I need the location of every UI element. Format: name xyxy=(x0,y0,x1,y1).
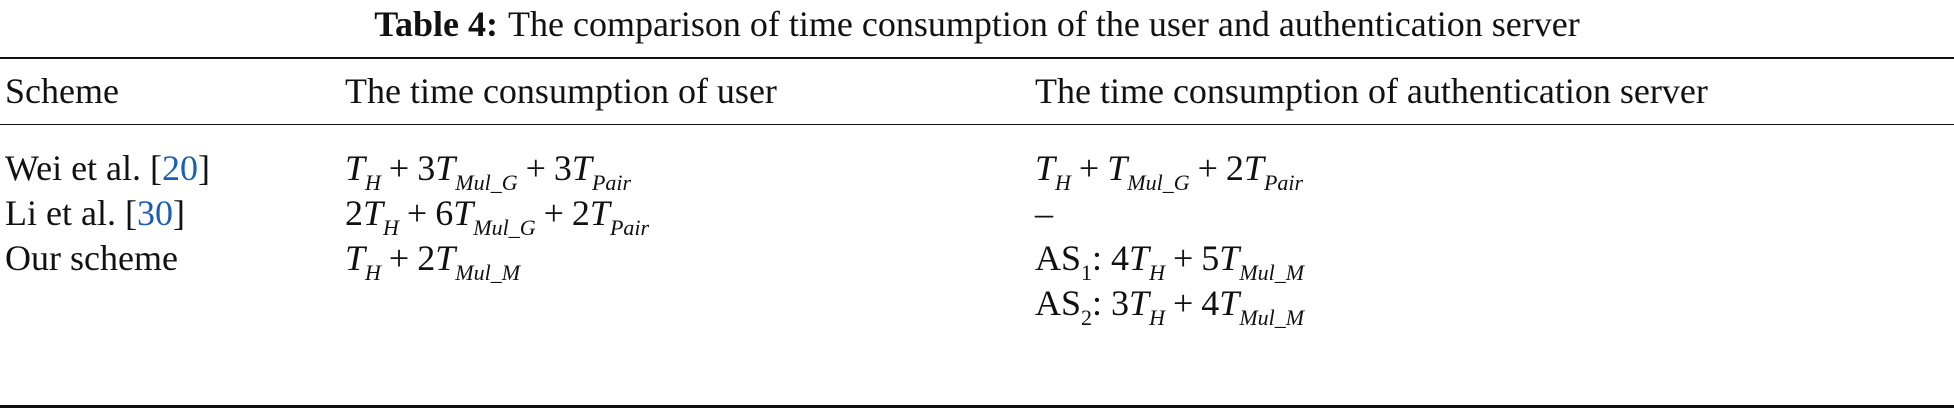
cell-server-time: AS1: 4TH +5TMul_M xyxy=(1035,235,1304,286)
header-scheme: Scheme xyxy=(5,71,119,111)
coefficient: 5 xyxy=(1201,238,1220,278)
coefficient: – xyxy=(1035,193,1053,233)
subscript: Mul_M xyxy=(1239,305,1305,330)
variable: T xyxy=(345,238,366,278)
variable: T xyxy=(1035,148,1056,188)
operator: + xyxy=(1172,238,1194,278)
subscript: Pair xyxy=(609,215,650,240)
variable: T xyxy=(363,193,384,233)
table-row: Wei et al. [20] TH +3TMul_G +3TPair TH + TMul_… xyxy=(0,145,1954,195)
subscript: H xyxy=(1149,260,1165,285)
variable: T xyxy=(1129,283,1150,323)
subscript: H xyxy=(383,215,399,240)
coefficient: : 3 xyxy=(1092,283,1130,323)
subscript: H xyxy=(1149,305,1165,330)
bracket: ] xyxy=(198,148,211,188)
subscript: Pair xyxy=(1263,170,1304,195)
coefficient: 4 xyxy=(1201,283,1220,323)
variable: T xyxy=(345,148,366,188)
bracket: ] xyxy=(172,193,185,233)
operator: + xyxy=(543,193,564,233)
header-row: Scheme The time consumption of user The … xyxy=(0,68,1954,114)
cell-user-time: TH +3TMul_G +3TPair xyxy=(345,145,631,196)
subscript: Mul_G xyxy=(473,215,536,240)
scheme-name: Wei et al. [ xyxy=(5,148,163,188)
subscript: 2 xyxy=(1081,305,1093,330)
cell-server-time: TH + TMul_G +2TPair xyxy=(1035,145,1303,196)
variable: T xyxy=(571,148,592,188)
top-rule xyxy=(0,57,1954,59)
coefficient: 3 xyxy=(417,148,436,188)
scheme-name: Our scheme xyxy=(5,238,178,278)
variable: T xyxy=(1129,238,1150,278)
operator: + xyxy=(1197,148,1218,188)
variable: T xyxy=(453,193,474,233)
table-row: Li et al. [30] 2TH +6TMul_G +2TPair – xyxy=(0,190,1954,240)
reference-link[interactable]: 30 xyxy=(136,193,173,233)
subscript: H xyxy=(365,170,381,195)
coefficient: 6 xyxy=(435,193,454,233)
variable: T xyxy=(1107,148,1128,188)
caption-label: Table 4: xyxy=(374,4,498,44)
bottom-rule xyxy=(0,405,1954,408)
caption-text: The comparison of time consumption of th… xyxy=(508,4,1580,44)
cell-scheme: Wei et al. [20] xyxy=(5,145,210,191)
operator: + xyxy=(388,148,410,188)
header-rule xyxy=(0,124,1954,125)
subscript: H xyxy=(365,260,381,285)
cell-scheme: Our scheme xyxy=(5,235,178,281)
coefficient: 2 xyxy=(417,238,436,278)
operator: + xyxy=(525,148,546,188)
table-row: AS2: 3TH +4TMul_M xyxy=(0,280,1954,330)
subscript: 1 xyxy=(1081,260,1093,285)
cell-scheme: Li et al. [30] xyxy=(5,190,185,236)
subscript: Pair xyxy=(591,170,632,195)
variable: T xyxy=(589,193,610,233)
operator: + xyxy=(406,193,428,233)
reference-link[interactable]: 20 xyxy=(162,148,199,188)
operator: + xyxy=(1172,283,1194,323)
cell-user-time: TH +2TMul_M xyxy=(345,235,520,286)
variable: T xyxy=(1219,283,1240,323)
coefficient: 2 xyxy=(571,193,590,233)
subscript: Mul_M xyxy=(455,260,521,285)
variable: T xyxy=(435,148,456,188)
header-server: The time consumption of authentication s… xyxy=(1035,71,1708,111)
variable: T xyxy=(1243,148,1264,188)
cell-server-time: – xyxy=(1035,190,1053,236)
coefficient: 3 xyxy=(553,148,572,188)
cell-server-time: AS2: 3TH +4TMul_M xyxy=(1035,280,1304,331)
subscript: Mul_G xyxy=(1127,170,1190,195)
coefficient: AS xyxy=(1035,238,1082,278)
cell-user-time: 2TH +6TMul_G +2TPair xyxy=(345,190,649,241)
variable: T xyxy=(1219,238,1240,278)
coefficient: AS xyxy=(1035,283,1082,323)
header-user: The time consumption of user xyxy=(345,71,777,111)
subscript: Mul_G xyxy=(455,170,518,195)
operator: + xyxy=(1078,148,1100,188)
subscript: Mul_M xyxy=(1239,260,1305,285)
table-caption: Table 4: The comparison of time consumpti… xyxy=(0,2,1954,46)
operator: + xyxy=(388,238,410,278)
table-row: Our scheme TH +2TMul_M AS1: 4TH +5TMul_M xyxy=(0,235,1954,285)
coefficient: 2 xyxy=(1225,148,1244,188)
scheme-name: Li et al. [ xyxy=(5,193,137,233)
variable: T xyxy=(435,238,456,278)
subscript: H xyxy=(1055,170,1071,195)
coefficient: 2 xyxy=(345,193,363,233)
coefficient: : 4 xyxy=(1092,238,1130,278)
